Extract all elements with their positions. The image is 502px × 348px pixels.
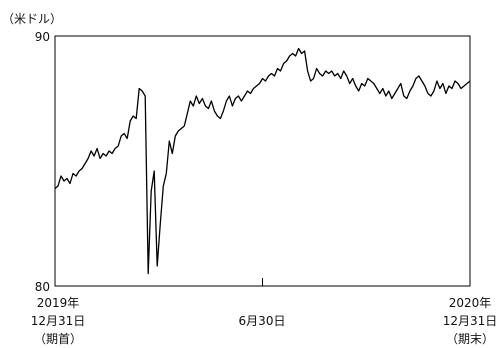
x-tick-label-start-year: 2019年 <box>37 296 80 310</box>
x-tick-label-start-note: （期首） <box>34 332 82 346</box>
x-tick-label-end-date: 12月31日 <box>443 314 498 328</box>
y-tick-label-90: 90 <box>35 30 50 44</box>
y-axis-unit-label: （米ドル） <box>2 12 62 26</box>
x-tick-label-end-year: 2020年 <box>449 296 492 310</box>
price-series-line <box>54 47 471 275</box>
y-tick-label-80: 80 <box>35 280 50 294</box>
x-tick-label-end-note: （期末） <box>446 332 494 346</box>
x-tick-label-mid-date: 6月30日 <box>239 314 286 328</box>
plot-area-frame <box>54 35 471 287</box>
x-tick-label-start-date: 12月31日 <box>31 314 86 328</box>
